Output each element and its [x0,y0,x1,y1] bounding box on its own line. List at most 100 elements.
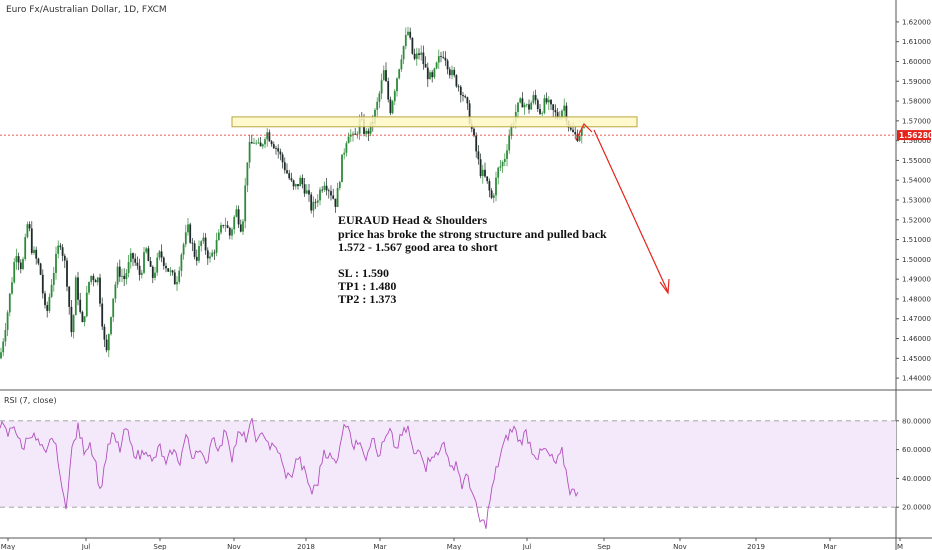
candle-body [391,101,394,114]
x-tick-label: Nov [227,543,241,550]
x-tick-label: May [1,543,15,550]
candle-body [222,225,225,226]
candle-body [189,224,192,243]
candle-body [226,225,229,228]
candle-body [294,184,297,187]
annotation-stop-loss: SL : 1.590 [338,266,390,280]
candle-body [422,52,425,65]
candle-body [30,228,33,253]
y-tick-label: 1.60000 [902,58,931,66]
candle-body [508,135,511,151]
candle-body [68,286,71,307]
candle-body [497,167,500,178]
x-tick-label: Sep [153,543,167,550]
candle-body [343,152,346,155]
candle-body [239,224,242,232]
candle-body [578,135,581,141]
candle-body [281,154,284,163]
candle-body [477,151,480,160]
candle-body [396,78,398,92]
candle-body [57,245,60,254]
candle-body [231,229,233,236]
candle-body [385,70,387,82]
candle-body [539,109,541,114]
candle-body [365,130,368,134]
candle-body [433,68,436,78]
candle-body [446,60,449,70]
candle-body [228,227,231,236]
candle-body [149,261,152,267]
rsi-tick-label: 60.0000 [902,446,931,454]
y-tick-label: 1.56000 [902,137,931,145]
candle-body [173,272,176,285]
candle-body [242,221,244,232]
candle-body [464,96,467,98]
candle-body [11,282,13,294]
candle-body [305,190,308,194]
candle-body [88,281,90,293]
candle-body [418,53,420,55]
candle-body [77,277,79,300]
candle-body [312,201,315,211]
y-tick-label: 1.46000 [902,335,931,343]
candle-body [26,224,29,238]
y-tick-label: 1.55000 [902,157,931,165]
candle-body [330,191,332,196]
candle-body [19,262,22,269]
candle-body [154,272,156,278]
candle-body [13,262,16,283]
candle-body [235,209,238,217]
x-tick-label: May [447,543,461,550]
candle-body [44,293,46,306]
candle-body [136,262,139,266]
candle-body [169,270,172,272]
candle-body [176,281,178,285]
candle-body [574,132,577,135]
candle-body [17,256,20,263]
candle-body [332,195,335,199]
candle-body [116,266,119,285]
candle-body [338,182,341,188]
current-price-tag [897,130,931,141]
candle-body [112,298,115,318]
y-tick-label: 1.54000 [902,177,931,185]
candle-body [572,129,574,133]
candle-body [206,250,209,259]
candle-body [193,243,196,257]
target-arrow-head [659,278,670,295]
candle-body [503,158,506,162]
candle-body [314,201,317,203]
candle-body [33,249,35,253]
y-tick-label: 1.50000 [902,256,931,264]
x-tick-label: 2018 [297,543,315,550]
candle-body [424,64,427,68]
candle-body [253,142,255,144]
annotation-take-profit-1: TP1 : 1.480 [338,279,397,293]
x-tick-label: Nov [673,543,687,550]
y-tick-label: 1.53000 [902,197,931,205]
candle-body [50,284,53,297]
candle-body [556,112,559,119]
candle-body [103,326,106,340]
candle-body [407,31,409,36]
candle-body [327,190,330,192]
candle-body [123,275,126,280]
candle-body [37,258,40,264]
candle-body [409,31,412,38]
candle-body [297,184,299,187]
current-price-value: 1.56280 [899,131,932,140]
candle-body [369,121,372,134]
candle-body [8,293,11,313]
candle-body [127,262,130,274]
candle-body [209,256,211,259]
candle-body [550,99,552,105]
candle-body [286,170,288,174]
candle-body [121,275,123,277]
candle-body [15,256,18,263]
candle-body [110,317,112,335]
candle-body [492,195,495,198]
candle-body [367,130,370,134]
rsi-band [0,420,896,508]
candle-body [510,124,513,136]
